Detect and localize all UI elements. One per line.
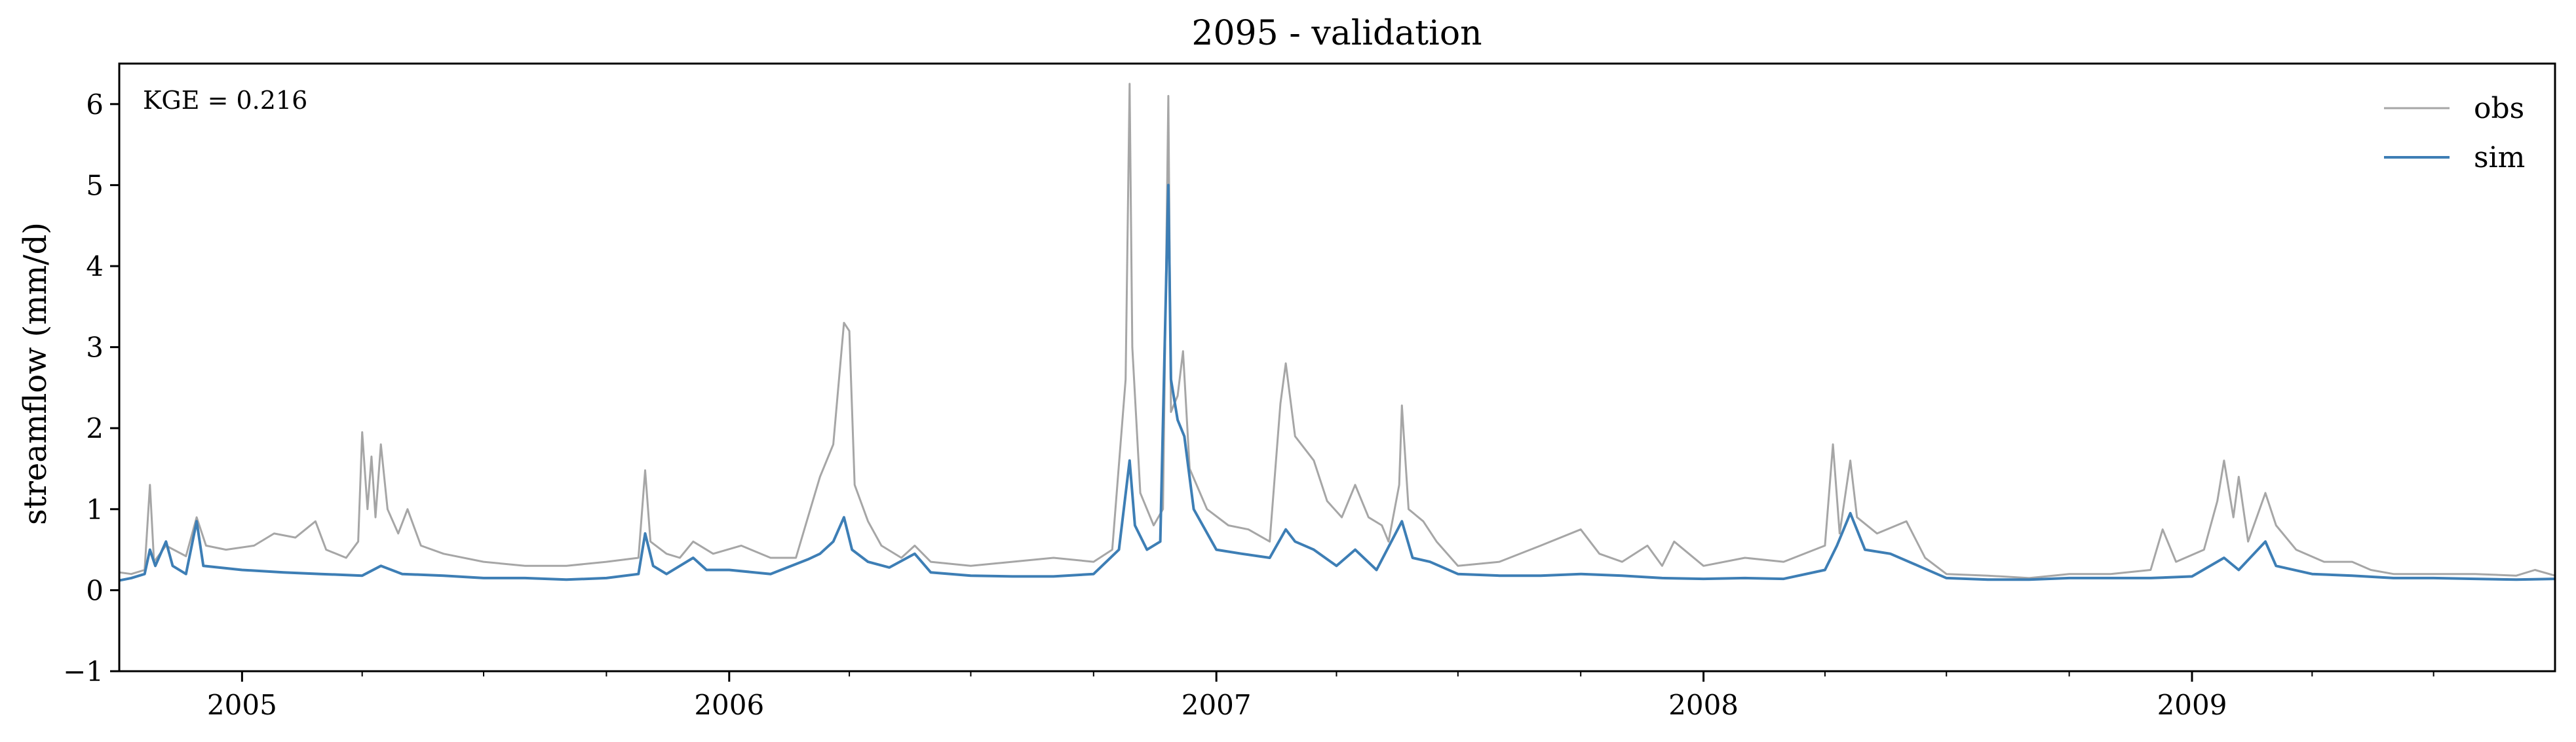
y-axis-label: streamflow (mm/d) [17,222,54,525]
x-tick-label: 2009 [2157,689,2227,721]
kge-annotation: KGE = 0.216 [143,86,307,115]
legend: obs sim [2384,92,2525,174]
y-ticks: −1 0 1 2 3 4 5 6 [63,88,119,688]
x-tick-label: 2008 [1668,689,1739,721]
y-tick-label: 1 [86,494,104,526]
y-tick-label: −1 [63,655,104,688]
y-tick-label: 2 [86,412,104,444]
x-tick-label: 2006 [694,689,764,721]
series-line-obs [119,83,2556,579]
y-tick-label: 6 [86,88,104,121]
legend-label-obs: obs [2474,92,2524,125]
x-tick-label: 2007 [1182,689,1252,721]
x-tick-label: 2005 [207,689,277,721]
legend-label-sim: sim [2474,141,2525,174]
y-tick-label: 3 [86,332,104,364]
series-line-sim [119,184,2556,582]
chart-title: 2095 - validation [1191,14,1482,53]
y-tick-label: 0 [86,574,104,606]
x-ticks: 2005 2006 2007 2008 2009 [207,671,2434,721]
axes-frame [118,62,2556,673]
y-tick-label: 5 [86,169,104,201]
y-tick-label: 4 [86,250,104,283]
series-layer [119,83,2556,582]
